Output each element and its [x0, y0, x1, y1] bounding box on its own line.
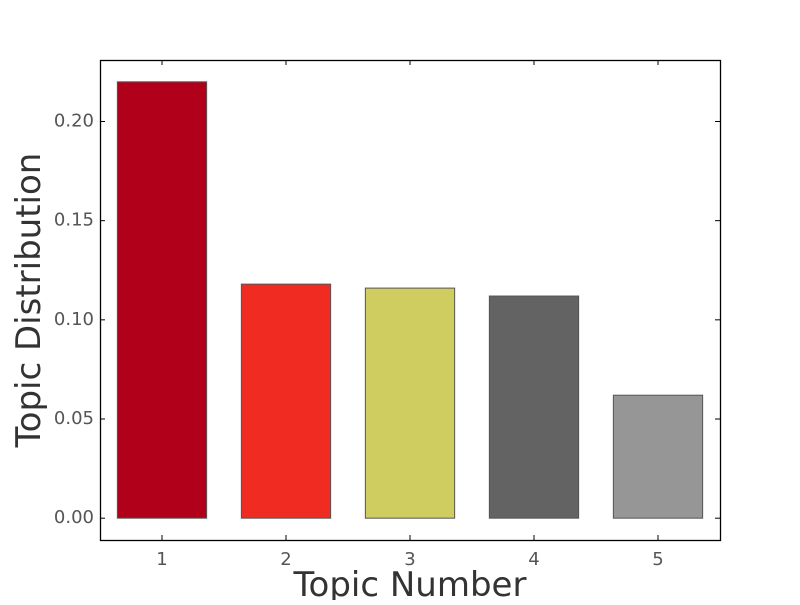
bar-topic-3 — [364, 287, 456, 519]
x-tick-label: 5 — [652, 549, 663, 570]
bar-topic-4 — [488, 295, 580, 519]
y-tick-label: 0.15 — [54, 210, 94, 231]
y-axis-title: Topic Distribution — [9, 153, 49, 449]
x-tick-label: 1 — [156, 549, 167, 570]
bar-topic-2 — [240, 283, 332, 519]
x-tick-label: 3 — [404, 549, 415, 570]
x-tick-label: 2 — [280, 549, 291, 570]
y-tick-label: 0.20 — [54, 110, 94, 131]
y-tick-label: 0.10 — [54, 309, 94, 330]
bars-group — [116, 81, 704, 519]
y-tick-label: 0.00 — [54, 507, 94, 528]
x-ticks-group: 1 2 3 4 5 — [156, 60, 664, 570]
bar-topic-1 — [116, 81, 208, 519]
y-tick-label: 0.05 — [54, 408, 94, 429]
x-axis-title: Topic Number — [293, 565, 527, 600]
x-tick-label: 4 — [528, 549, 539, 570]
y-ticks-group: 0.00 0.05 0.10 0.15 0.20 — [54, 110, 720, 528]
bar-topic-5 — [612, 394, 704, 519]
